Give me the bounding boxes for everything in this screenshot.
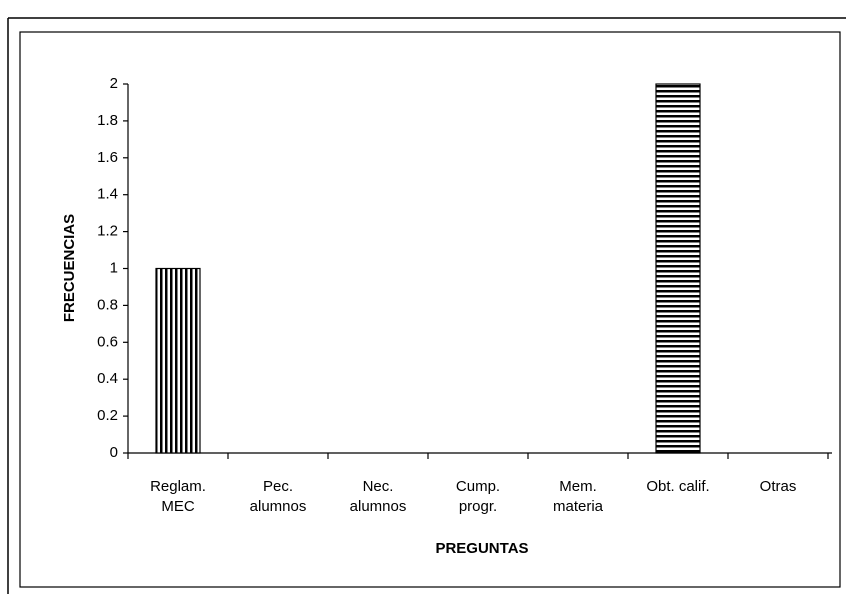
y-tick-label: 1 [110, 259, 118, 276]
x-tick-label: materia [553, 498, 604, 515]
y-tick-label: 0.2 [97, 407, 118, 424]
y-tick-label: 2 [110, 75, 118, 92]
x-tick-label: Cump. [456, 478, 500, 495]
x-tick-label: Pec. [263, 478, 293, 495]
y-tick-label: 0.4 [97, 370, 118, 387]
y-tick-label: 0.8 [97, 296, 118, 313]
chart-border [19, 31, 841, 588]
bar [155, 267, 201, 454]
bar [655, 83, 701, 454]
x-tick-label: alumnos [350, 498, 407, 515]
y-tick-label: 1.6 [97, 149, 118, 166]
x-tick-label: alumnos [250, 498, 307, 515]
y-tick-label: 0.6 [97, 333, 118, 350]
x-tick-label: MEC [161, 498, 195, 515]
x-tick-label: progr. [459, 498, 497, 515]
x-tick-label: Nec. [363, 478, 394, 495]
y-tick-label: 1.2 [97, 223, 118, 240]
x-tick-label: Otras [760, 478, 797, 495]
x-tick-label: Reglam. [150, 478, 206, 495]
x-tick-label: Mem. [559, 478, 597, 495]
y-tick-label: 1.8 [97, 112, 118, 129]
x-tick-label: Obt. calif. [646, 478, 709, 495]
y-axis-label: FRECUENCIAS [61, 214, 78, 322]
y-tick-label: 1.4 [97, 186, 118, 203]
y-tick-label: 0 [110, 444, 118, 461]
x-axis-label: PREGUNTAS [435, 540, 528, 557]
